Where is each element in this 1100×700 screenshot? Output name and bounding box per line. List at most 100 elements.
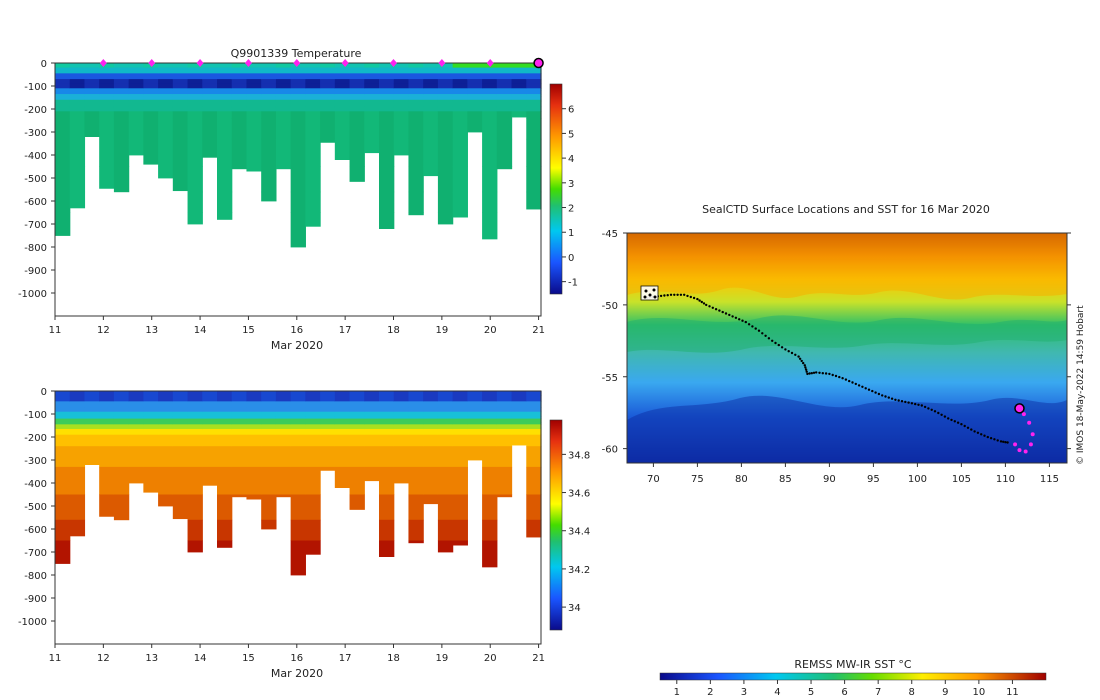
section-cell — [275, 434, 292, 440]
section-cell — [437, 73, 454, 80]
section-cell — [187, 79, 203, 85]
section-cell — [158, 494, 174, 507]
section-cell — [113, 63, 130, 68]
section-cell — [113, 427, 130, 430]
section-cell — [84, 106, 100, 112]
section-cell — [408, 540, 424, 544]
track-point — [800, 359, 803, 363]
section-cell — [452, 434, 468, 440]
track-point — [751, 325, 754, 328]
section-cell — [99, 99, 115, 102]
salinity-x-label: Mar 2020 — [271, 667, 323, 680]
track-point — [747, 323, 751, 326]
section-cell — [334, 88, 351, 91]
section-cell — [379, 494, 395, 521]
section-cell — [526, 418, 542, 423]
section-cell — [246, 401, 262, 408]
section-cell — [305, 424, 321, 429]
section-cell — [246, 67, 262, 74]
section-cell — [172, 79, 189, 85]
section-cell — [261, 466, 277, 495]
section-cell — [246, 111, 262, 119]
section-cell — [187, 407, 203, 413]
section-cell — [172, 494, 189, 520]
section-cell — [143, 67, 159, 74]
section-cell — [84, 418, 100, 423]
section-cell — [143, 424, 159, 429]
section-cell — [423, 411, 439, 417]
section-cell — [55, 100, 71, 108]
section-cell — [379, 118, 395, 140]
current-position-marker — [1014, 403, 1025, 414]
section-cell — [305, 191, 321, 213]
section-cell — [172, 407, 189, 413]
section-cell — [423, 83, 439, 89]
colorbar-tick-label: 34.4 — [568, 527, 590, 538]
section-cell — [526, 446, 542, 468]
section-cell — [290, 166, 306, 193]
x-tick-label: 13 — [145, 653, 158, 664]
section-cell — [496, 401, 513, 408]
section-cell — [187, 466, 203, 495]
track-point — [831, 373, 834, 377]
section-cell — [69, 401, 86, 408]
section-cell — [496, 67, 513, 74]
section-cell — [364, 391, 380, 396]
section-cell — [55, 391, 71, 396]
section-cell — [217, 422, 233, 425]
y-tick-label: -400 — [24, 151, 47, 162]
salinity-x-axis: 11 12 13 14 15 16 17 18 19 20 21 — [49, 644, 545, 664]
section-cell — [84, 99, 100, 102]
section-cell — [467, 100, 483, 108]
section-cell — [217, 391, 233, 396]
section-cell — [158, 67, 174, 74]
sst-colorbar-ticks: 1 2 3 4 5 6 7 8 9 10 11 — [674, 680, 1019, 698]
section-cell — [393, 100, 410, 108]
section-cell — [128, 416, 144, 419]
section-cell — [55, 111, 71, 119]
section-cell — [187, 395, 203, 402]
section-cell — [423, 63, 439, 68]
section-cell — [364, 416, 380, 419]
section-cell — [84, 391, 100, 396]
section-cell — [55, 494, 71, 521]
section-cell — [261, 519, 277, 530]
section-cell — [231, 96, 248, 101]
section-cell — [511, 90, 527, 95]
profile-markers — [99, 57, 544, 69]
section-cell — [511, 418, 527, 423]
section-cell — [423, 111, 439, 119]
section-cell — [128, 418, 144, 423]
colorbar-tick-label: 34.8 — [568, 450, 590, 461]
y-tick-label: -1000 — [18, 289, 47, 300]
section-cell — [187, 424, 203, 429]
track-point — [708, 305, 711, 308]
section-cell — [246, 439, 262, 447]
section-cell — [452, 138, 468, 167]
section-cell — [231, 439, 248, 447]
section-cell — [349, 94, 365, 97]
profile-marker — [244, 59, 252, 67]
section-cell — [172, 466, 189, 495]
section-cell — [128, 427, 144, 430]
section-cell — [320, 427, 336, 430]
section-cell — [246, 424, 262, 429]
section-cell — [526, 191, 542, 210]
section-cell — [172, 90, 189, 95]
section-cell — [261, 100, 277, 108]
section-cell — [158, 428, 174, 436]
section-cell — [275, 83, 292, 89]
section-cell — [526, 94, 542, 97]
section-cell — [526, 401, 542, 408]
section-cell — [187, 83, 203, 89]
section-cell — [437, 391, 454, 396]
track-point — [728, 313, 731, 317]
section-cell — [408, 100, 424, 108]
section-cell — [128, 83, 144, 89]
section-cell — [231, 416, 248, 419]
section-cell — [217, 166, 233, 193]
section-cell — [393, 138, 410, 156]
section-cell — [231, 138, 248, 167]
section-cell — [261, 83, 277, 89]
section-cell — [320, 63, 336, 68]
